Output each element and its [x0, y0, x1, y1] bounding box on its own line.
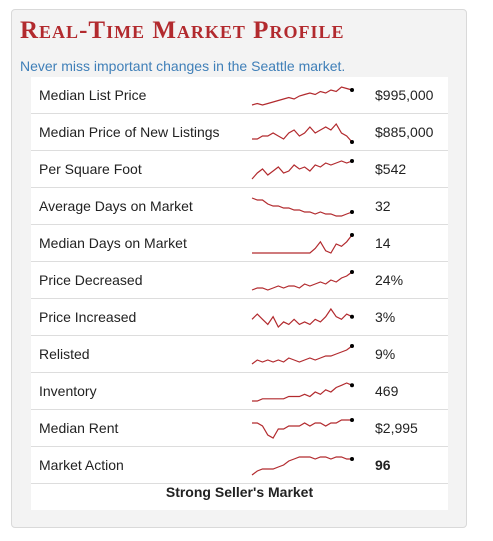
table-row: Median Rent $2,995	[31, 410, 448, 447]
table-row: Price Increased 3%	[31, 299, 448, 336]
sparkline-path	[251, 271, 353, 291]
row-value: $885,000	[375, 124, 434, 140]
row-label: Median Price of New Listings	[39, 124, 220, 140]
sparkline-path	[251, 86, 353, 106]
sparkline	[252, 418, 354, 439]
table-row: Median Price of New Listings $885,000	[31, 114, 448, 151]
row-value: 24%	[375, 272, 404, 288]
sparkline-path	[252, 382, 353, 402]
sparkline-path	[251, 160, 353, 180]
table-row: Relisted 9%	[31, 336, 448, 373]
sparkline-endpoint	[350, 383, 354, 388]
sparkline-endpoint	[350, 233, 354, 237]
market-profile-table: Median List Price $995,000 Median Price …	[31, 77, 448, 510]
row-value: $542	[375, 161, 407, 177]
sparkline	[251, 159, 354, 180]
row-label: Market Action	[39, 457, 124, 473]
sparkline-endpoint	[350, 314, 354, 319]
row-value: 9%	[375, 346, 396, 362]
row-label: Average Days on Market	[39, 198, 193, 214]
sparkline-endpoint	[350, 88, 354, 92]
market-action-score: 96	[375, 457, 391, 473]
sparkline-path	[251, 307, 353, 328]
sparkline-path	[251, 456, 352, 476]
table-row: Median List Price $995,000	[31, 77, 448, 114]
sparkline-endpoint	[350, 210, 354, 214]
table-row: Average Days on Market 32	[31, 188, 448, 225]
sparkline-path	[251, 345, 353, 365]
table-row: Inventory 469	[31, 373, 448, 410]
subtitle: Never miss important changes in the Seat…	[20, 58, 346, 74]
sparkline	[252, 382, 354, 402]
row-label: Median Days on Market	[39, 235, 187, 251]
row-label: Price Decreased	[39, 272, 143, 288]
table-row: Median Days on Market 14	[31, 225, 448, 262]
table-row: Price Decreased 24%	[31, 262, 448, 299]
sparkline-endpoint	[350, 159, 354, 163]
table-row: Per Square Foot $542	[31, 151, 448, 188]
sparkline	[251, 344, 354, 365]
row-value: 3%	[375, 309, 396, 325]
sparkline	[252, 233, 354, 254]
row-value: $995,000	[375, 87, 434, 103]
row-label: Price Increased	[39, 309, 137, 325]
sparkline-path	[252, 234, 353, 254]
sparkline-endpoint	[350, 418, 354, 422]
row-label: Relisted	[39, 346, 90, 362]
row-value: 469	[375, 383, 399, 399]
sparkline-endpoint	[350, 344, 354, 348]
row-label: Median Rent	[39, 420, 119, 436]
sparkline-path	[252, 122, 353, 143]
row-value: $2,995	[375, 420, 418, 436]
row-label: Median List Price	[39, 87, 147, 103]
row-label: Per Square Foot	[39, 161, 142, 177]
market-status: Strong Seller's Market	[165, 484, 314, 500]
row-label: Inventory	[39, 383, 97, 399]
row-value: 14	[375, 235, 391, 251]
sparkline-endpoint	[350, 270, 354, 274]
sparkline	[251, 456, 354, 476]
sparkline	[252, 122, 354, 144]
sparkline	[251, 270, 354, 291]
sparkline-endpoint	[350, 457, 354, 461]
page-title: Real-Time Market Profile	[20, 17, 345, 44]
sparkline	[251, 197, 354, 217]
sparkline-endpoint	[350, 140, 354, 144]
table-row: Market Action 96	[31, 447, 448, 484]
sparkline	[251, 307, 354, 328]
row-value: 32	[375, 198, 391, 214]
sparkline-path	[251, 197, 353, 217]
sparkline-path	[252, 419, 352, 439]
sparkline	[251, 86, 354, 106]
